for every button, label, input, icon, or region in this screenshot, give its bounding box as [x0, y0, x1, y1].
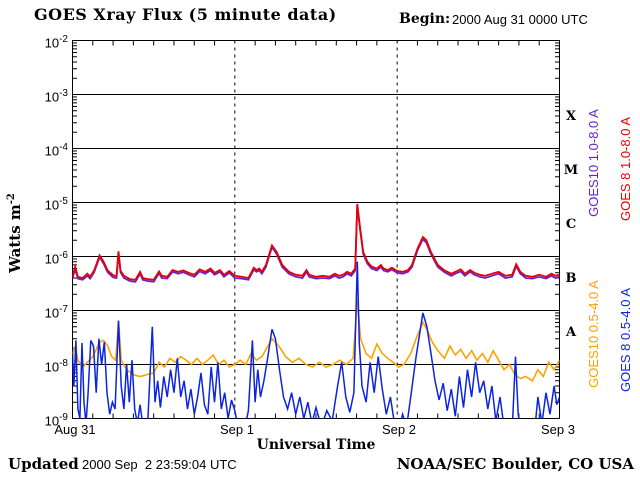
updated-label: Updated [8, 455, 79, 473]
x-tick-label-aug31: Aug 31 [54, 422, 96, 437]
y-tick-label: 10-6 [44, 250, 68, 267]
legend-goes8-short: GOES 8 0.5-4.0 A [618, 287, 633, 393]
legend-goes10-short: GOES10 0.5-4.0 A [586, 280, 601, 388]
flare-class-label-x: X [565, 109, 577, 124]
credit-text: NOAA/SEC Boulder, CO USA [396, 455, 634, 473]
y-axis-exponent: -2 [6, 193, 17, 205]
y-tick-label: 10-3 [44, 88, 68, 105]
y-tick-label: 10-8 [44, 358, 68, 375]
goes8-short-line [72, 261, 560, 419]
flare-class-label-m: M [563, 163, 579, 178]
updated-timestamp: 2000 Sep 2 23:59:04 UTC [82, 457, 237, 472]
y-tick-label: 10-7 [44, 304, 68, 321]
goes10-long-line [72, 203, 560, 283]
y-tick-label: 10-2 [44, 34, 68, 51]
begin-label: Begin: [399, 11, 451, 27]
x-tick-label-sep3: Sep 3 [541, 422, 575, 437]
y-tick-label: 10-9 [44, 412, 68, 429]
y-axis-title: Watts m-2 [6, 193, 24, 273]
flare-class-label-a: A [565, 325, 577, 340]
flare-class-label-b: B [565, 271, 577, 286]
y-tick-label: 10-5 [44, 196, 68, 213]
flare-class-label-c: C [565, 217, 577, 232]
begin-timestamp: 2000 Aug 31 0000 UTC [452, 12, 588, 27]
x-axis-title: Universal Time [256, 437, 376, 453]
legend-goes10-long: GOES10 1.0-8.0 A [586, 109, 601, 217]
x-tick-label-sep1: Sep 1 [220, 422, 254, 437]
goes10-short-line [72, 299, 560, 382]
goes8-long-line [72, 204, 560, 281]
y-tick-label: 10-4 [44, 142, 68, 159]
x-tick-label-sep2: Sep 2 [382, 422, 416, 437]
page-title: GOES Xray Flux (5 minute data) [34, 5, 337, 24]
legend-goes8-long: GOES 8 1.0-8.0 A [618, 116, 633, 222]
plot-area [72, 40, 560, 419]
